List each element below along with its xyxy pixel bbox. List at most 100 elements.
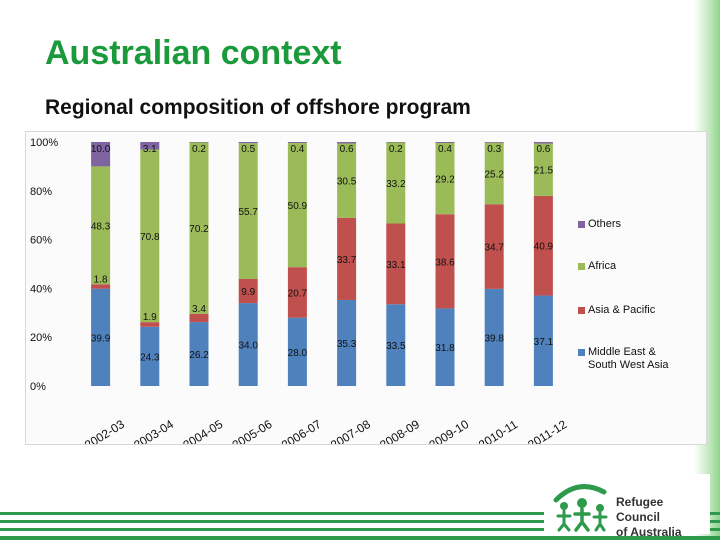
data-label-africa: 33.2 (386, 179, 406, 190)
bar-africa-2005-06 (238, 143, 258, 279)
data-label-middle-east-south-west-asia: 28.0 (288, 348, 308, 359)
bar-africa-2004-05 (189, 142, 209, 314)
footer-line-2 (0, 520, 720, 523)
legend-label: Middle East & South West Asia (588, 346, 669, 371)
data-label-others: 0.2 (192, 144, 206, 155)
footer-line-1 (0, 512, 720, 515)
y-tick-label: 100% (30, 137, 58, 149)
y-tick-label: 20% (30, 332, 52, 344)
x-tick-label: 2002-03 (82, 417, 127, 444)
bar-africa-2007-08 (337, 143, 357, 218)
bar-others-2011-12 (533, 142, 553, 144)
bar-middle-east-south-west-asia-2007-08 (337, 299, 357, 386)
bar-africa-2006-07 (287, 142, 307, 268)
data-label-asia-pacific: 1.8 (94, 274, 108, 285)
data-label-africa: 21.5 (534, 166, 554, 177)
data-label-asia-pacific: 20.7 (288, 288, 308, 299)
data-label-africa: 29.2 (435, 175, 455, 186)
stacked-bar-chart: 0% 20% 40% 60% 80% 100% 39.9 1.8 48.3 10.0 2002-03… (30, 137, 570, 444)
data-label-asia-pacific: 33.1 (386, 260, 406, 271)
legend-swatch (578, 221, 585, 228)
data-label-middle-east-south-west-asia: 35.3 (337, 339, 357, 350)
slide-subtitle: Regional composition of offshore program (45, 96, 471, 119)
data-label-others: 0.6 (536, 144, 550, 155)
bar-middle-east-south-west-asia-2003-04 (140, 326, 160, 386)
bar-asia-pacific-2005-06 (238, 278, 258, 304)
bar-africa-2011-12 (533, 143, 553, 196)
logo-text: Refugee Council of Australia (616, 495, 710, 540)
data-label-africa: 25.2 (484, 169, 504, 180)
x-tick-label: 2007-08 (328, 417, 373, 444)
legend-swatch (578, 349, 585, 356)
footer-line-4 (0, 536, 720, 540)
bar-africa-2002-03 (91, 166, 111, 285)
bar-middle-east-south-west-asia-2004-05 (189, 322, 209, 386)
data-label-middle-east-south-west-asia: 31.8 (435, 343, 455, 354)
data-label-africa: 55.7 (238, 207, 258, 218)
bar-others-2007-08 (337, 142, 357, 144)
bar-others-2003-04 (140, 142, 160, 150)
bar-middle-east-south-west-asia-2006-07 (287, 317, 307, 386)
bar-others-2010-11 (484, 142, 504, 143)
data-label-middle-east-south-west-asia: 39.8 (484, 333, 504, 344)
data-label-others: 0.6 (340, 144, 354, 155)
legend-swatch (578, 307, 585, 314)
x-tick-label: 2010-11 (476, 417, 520, 444)
data-label-asia-pacific: 38.6 (435, 257, 455, 268)
y-tick-label: 80% (30, 186, 52, 198)
logo-line-2: of Australia (616, 525, 682, 539)
bar-asia-pacific-2011-12 (533, 195, 553, 296)
bar-asia-pacific-2009-10 (435, 214, 455, 309)
bar-middle-east-south-west-asia-2010-11 (484, 288, 504, 386)
data-label-others: 0.3 (487, 144, 501, 155)
bar-others-2004-05 (189, 142, 209, 143)
legend-label: Asia & Pacific (588, 304, 656, 316)
x-tick-label: 2006-07 (279, 417, 324, 444)
data-label-africa: 48.3 (91, 221, 111, 232)
data-label-africa: 70.8 (140, 232, 160, 243)
bar-asia-pacific-2010-11 (484, 204, 504, 289)
bar-others-2009-10 (435, 142, 455, 143)
bar-asia-pacific-2006-07 (287, 267, 307, 318)
data-label-others: 0.5 (241, 144, 255, 155)
data-label-africa: 30.5 (337, 177, 357, 188)
refugee-council-logo: Refugee Council of Australia (544, 474, 710, 539)
x-tick-label: 2009-10 (426, 417, 471, 444)
data-label-others: 0.4 (290, 144, 304, 155)
bar-middle-east-south-west-asia-2005-06 (238, 303, 258, 386)
bar-asia-pacific-2003-04 (140, 322, 160, 327)
bar-asia-pacific-2007-08 (337, 217, 357, 300)
x-tick-label: 2004-05 (180, 417, 225, 444)
y-tick-label: 0% (30, 381, 46, 393)
data-label-middle-east-south-west-asia: 39.9 (91, 333, 111, 344)
y-tick-label: 60% (30, 235, 52, 247)
logo-figures-icon (553, 484, 608, 532)
bar-middle-east-south-west-asia-2009-10 (435, 308, 455, 386)
bar-others-2008-09 (386, 142, 406, 143)
legend-label: Others (588, 218, 622, 230)
bar-middle-east-south-west-asia-2008-09 (386, 304, 406, 386)
bar-others-2006-07 (287, 142, 307, 143)
legend-label: Africa (588, 260, 617, 272)
data-label-middle-east-south-west-asia: 33.5 (386, 341, 406, 352)
bar-africa-2009-10 (435, 142, 455, 215)
x-tick-label: 2005-06 (230, 417, 275, 444)
data-label-others: 3.1 (143, 144, 157, 155)
y-tick-label: 40% (30, 283, 52, 295)
bar-africa-2010-11 (484, 142, 504, 205)
x-tick-label: 2011-12 (525, 417, 569, 444)
data-label-middle-east-south-west-asia: 26.2 (189, 350, 209, 361)
bar-africa-2008-09 (386, 142, 406, 224)
x-tick-label: 2003-04 (131, 417, 176, 444)
x-tick-label: 2008-09 (377, 417, 422, 444)
legend-swatch (578, 263, 585, 270)
data-label-africa: 50.9 (288, 201, 308, 212)
bar-others-2005-06 (238, 142, 258, 144)
bar-middle-east-south-west-asia-2002-03 (91, 288, 111, 386)
data-label-asia-pacific: 9.9 (241, 287, 255, 298)
slide-title: Australian context (45, 34, 342, 72)
data-label-asia-pacific: 3.4 (192, 304, 206, 315)
data-label-middle-east-south-west-asia: 34.0 (238, 341, 258, 352)
data-label-asia-pacific: 34.7 (484, 243, 504, 254)
data-label-asia-pacific: 40.9 (534, 242, 554, 253)
